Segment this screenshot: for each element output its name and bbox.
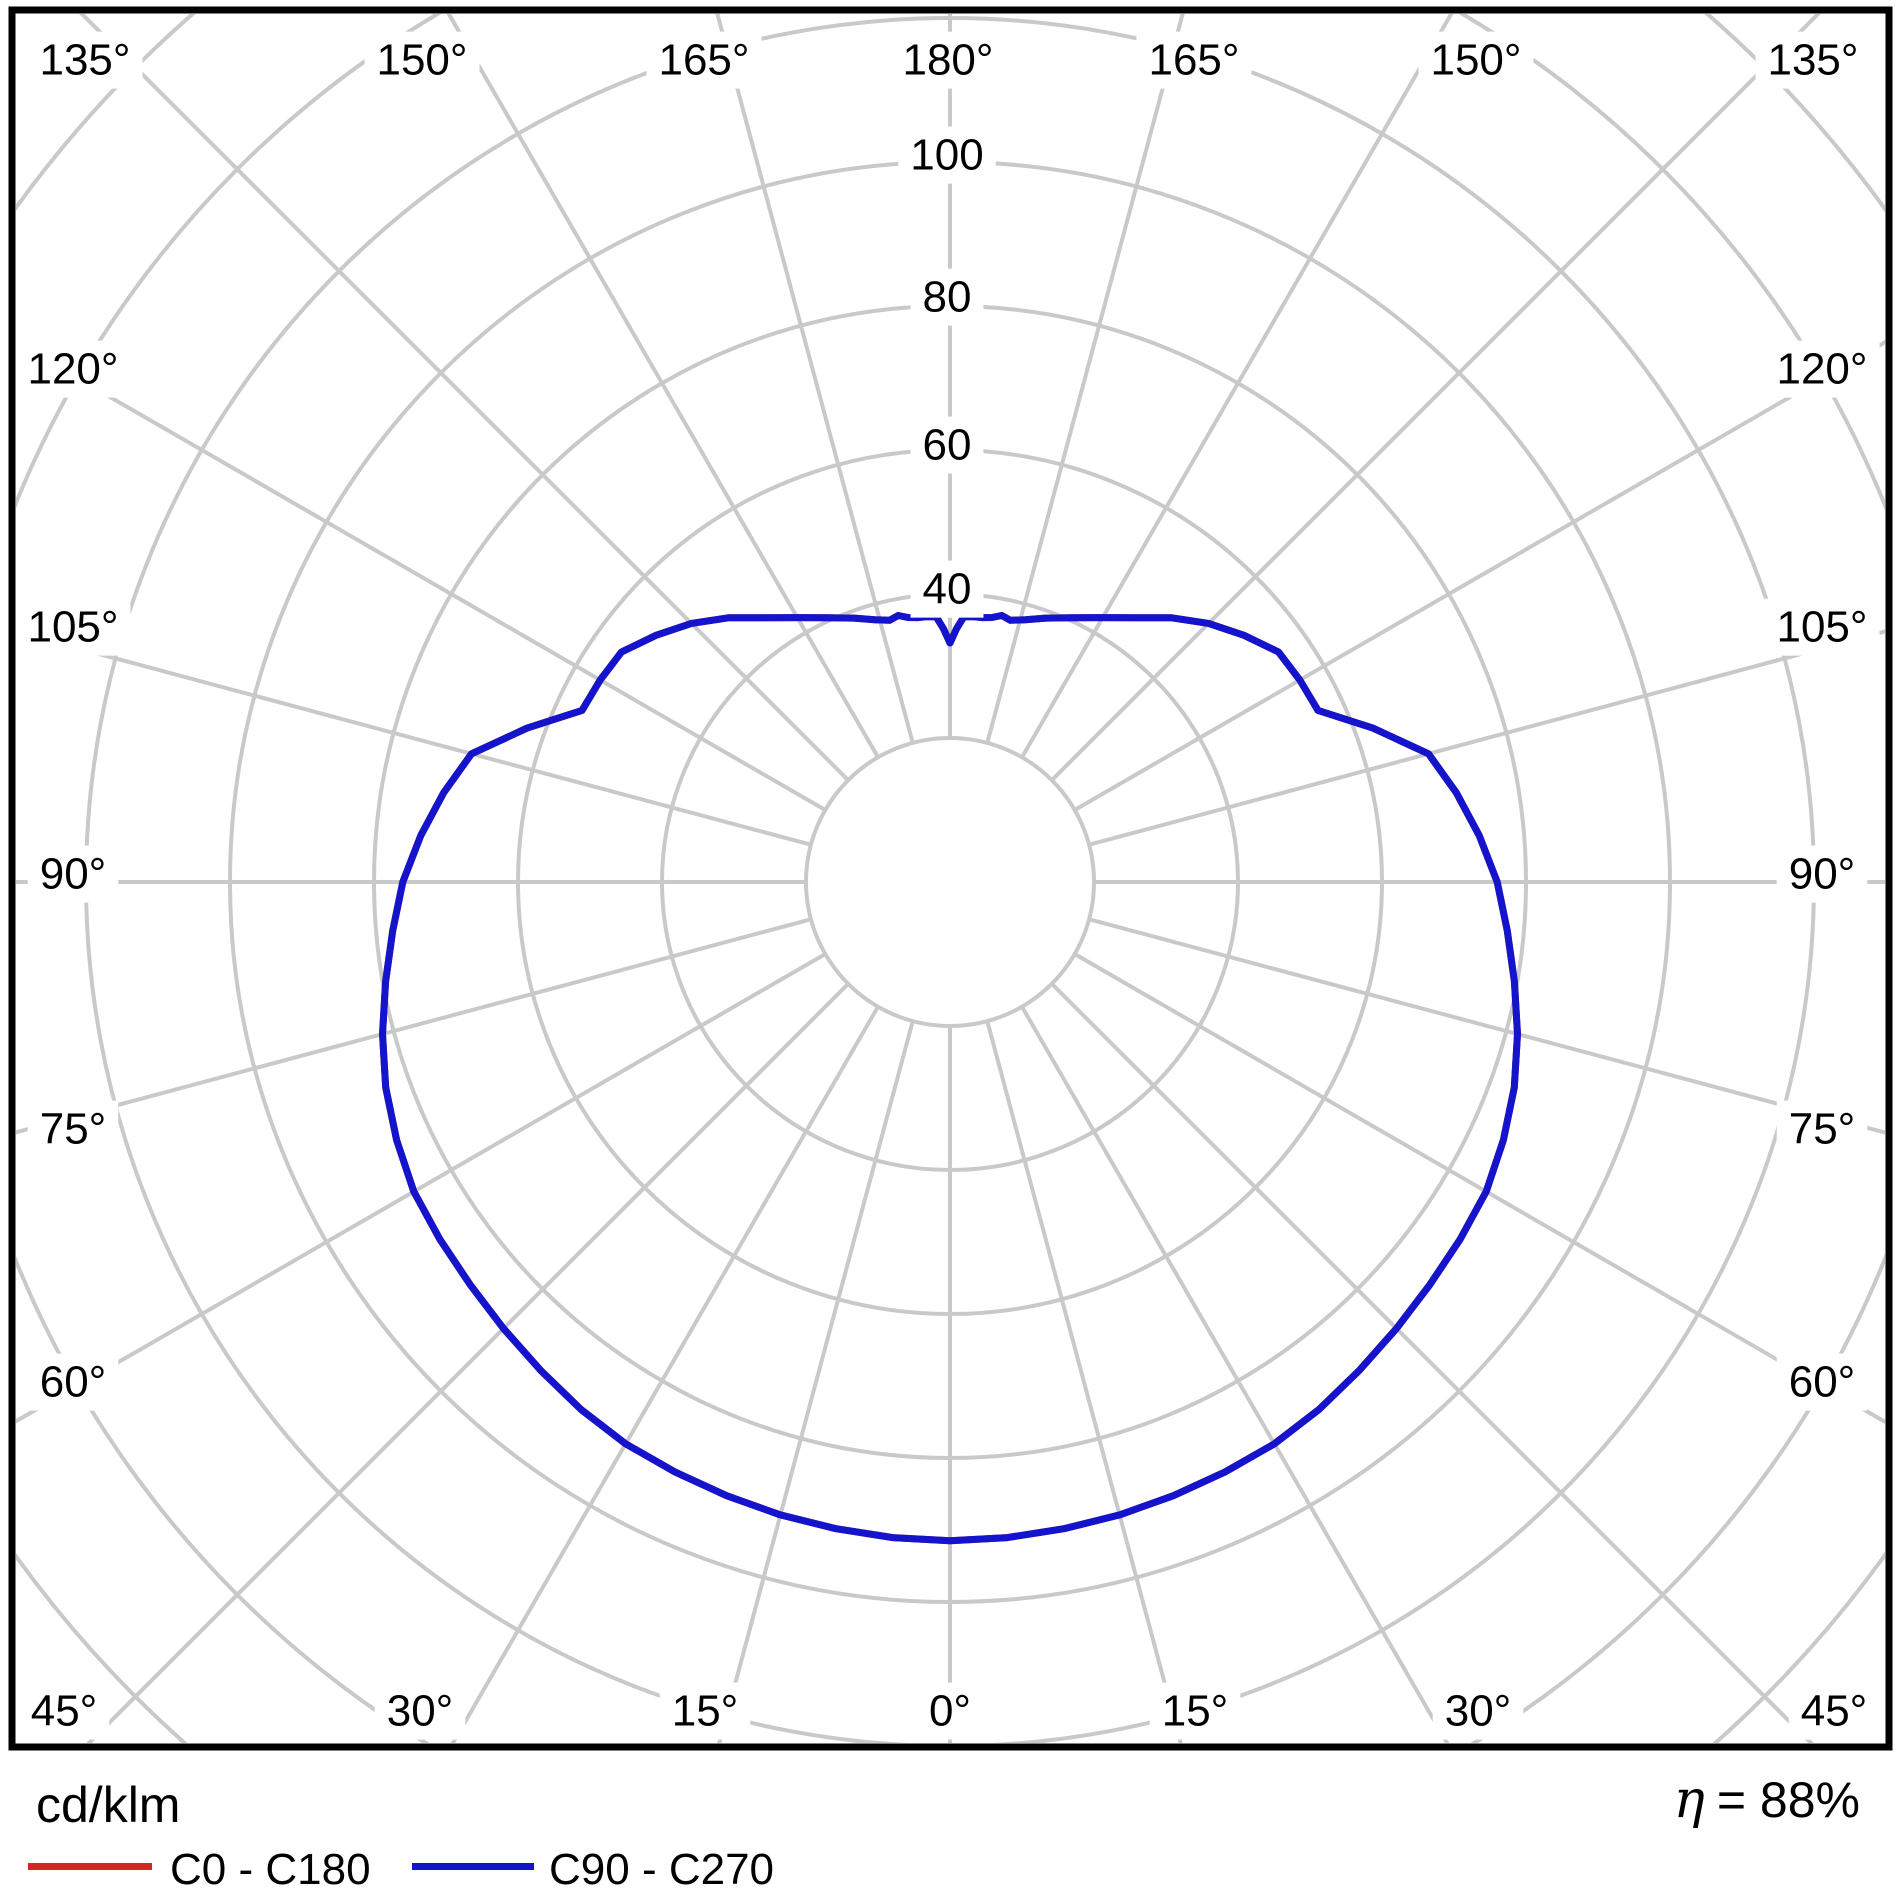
label-mask bbox=[1764, 598, 1880, 656]
legend-line-c90-c270 bbox=[412, 1863, 534, 1870]
angle-label: 105° bbox=[1776, 603, 1867, 652]
angle-label: 60° bbox=[40, 1358, 107, 1407]
label-mask bbox=[1418, 31, 1534, 89]
angle-label: 120° bbox=[27, 345, 118, 394]
label-mask bbox=[1149, 1682, 1241, 1740]
spoke-gridline bbox=[16, 340, 827, 812]
angle-label: 75° bbox=[40, 1105, 107, 1154]
radial-tick-label: 60 bbox=[923, 421, 972, 470]
angle-label: 15° bbox=[672, 1687, 739, 1736]
angle-label: 15° bbox=[1162, 1687, 1229, 1736]
angle-label: 165° bbox=[658, 36, 749, 85]
spoke-gridline bbox=[715, 14, 915, 744]
spoke-gridline bbox=[985, 1020, 1183, 1743]
angle-label: 105° bbox=[27, 603, 118, 652]
label-mask bbox=[1136, 31, 1252, 89]
angle-label: 120° bbox=[1776, 345, 1867, 394]
label-mask bbox=[898, 126, 996, 184]
label-mask bbox=[890, 31, 1006, 89]
ring-gridline bbox=[804, 736, 1096, 1028]
radial-tick-label: 100 bbox=[910, 131, 983, 180]
spoke-gridline bbox=[1020, 14, 1454, 759]
label-mask bbox=[1776, 1353, 1868, 1411]
label-mask bbox=[1764, 340, 1880, 398]
legend-label-c0-c180: C0 - C180 bbox=[170, 1845, 371, 1894]
label-mask bbox=[364, 31, 480, 89]
angle-label: 90° bbox=[1789, 850, 1856, 899]
label-mask bbox=[659, 1682, 751, 1740]
axis-labels: 40 60 80 100 135° 150° 165° 180° 165° 150° 135° 45°… bbox=[16, 31, 1880, 1740]
angle-label: 135° bbox=[39, 36, 130, 85]
radial-tick-label: 40 bbox=[923, 565, 972, 614]
spoke-gridline bbox=[717, 1020, 915, 1743]
spoke-gridline bbox=[1020, 1005, 1450, 1743]
label-mask bbox=[16, 340, 131, 398]
angle-label: 150° bbox=[1430, 36, 1521, 85]
efficiency-label: η = 88% bbox=[1674, 1770, 1860, 1830]
angle-label: 180° bbox=[902, 36, 993, 85]
label-mask bbox=[910, 268, 984, 326]
spoke-gridline bbox=[16, 952, 827, 1424]
label-mask bbox=[374, 1682, 466, 1740]
angle-label: 75° bbox=[1789, 1105, 1856, 1154]
spoke-gridline bbox=[450, 1005, 880, 1743]
label-mask bbox=[1776, 845, 1868, 903]
label-mask bbox=[18, 1682, 110, 1740]
angle-label: 30° bbox=[387, 1687, 454, 1736]
label-mask bbox=[1788, 1682, 1880, 1740]
spoke-gridline bbox=[79, 14, 850, 782]
efficiency-symbol: η bbox=[1673, 1770, 1705, 1830]
label-mask bbox=[646, 31, 762, 89]
angle-label: 0° bbox=[929, 1687, 971, 1736]
spoke-gridline bbox=[1073, 952, 1885, 1425]
label-mask bbox=[27, 845, 119, 903]
angle-label: 60° bbox=[1789, 1358, 1856, 1407]
angle-label: 150° bbox=[376, 36, 467, 85]
angle-label: 135° bbox=[1767, 36, 1858, 85]
spoke-gridline bbox=[16, 629, 812, 847]
spoke-gridline bbox=[1088, 629, 1885, 847]
spoke-gridline bbox=[86, 982, 850, 1743]
spoke-gridline bbox=[985, 14, 1185, 744]
spoke-gridline bbox=[16, 917, 812, 1135]
spoke-gridline bbox=[446, 14, 880, 759]
units-label: cd/klm bbox=[36, 1777, 181, 1833]
angle-label: 45° bbox=[31, 1687, 98, 1736]
label-mask bbox=[1776, 1100, 1868, 1158]
label-mask bbox=[1432, 1682, 1524, 1740]
radial-tick-label: 80 bbox=[923, 273, 972, 322]
angle-label: 45° bbox=[1801, 1687, 1868, 1736]
label-mask bbox=[910, 416, 984, 474]
angle-label: 165° bbox=[1148, 36, 1239, 85]
angle-label: 30° bbox=[1445, 1687, 1512, 1736]
curves bbox=[379, 612, 1521, 1545]
spoke-gridline bbox=[1073, 339, 1885, 812]
legend-line-c0-c180 bbox=[28, 1863, 152, 1870]
spoke-gridline bbox=[1088, 917, 1885, 1135]
plot-border bbox=[8, 6, 1893, 1751]
label-mask bbox=[27, 31, 143, 89]
spoke-gridline bbox=[1050, 982, 1814, 1743]
label-mask bbox=[27, 1100, 119, 1158]
label-mask bbox=[16, 598, 131, 656]
label-mask bbox=[910, 560, 984, 618]
angle-label: 90° bbox=[40, 850, 107, 899]
legend-label-c90-c270: C90 - C270 bbox=[549, 1845, 775, 1894]
label-mask bbox=[1755, 31, 1871, 89]
curve-c90-c270 bbox=[379, 612, 1521, 1545]
label-mask bbox=[916, 1682, 984, 1740]
efficiency-value: = 88% bbox=[1716, 1772, 1860, 1828]
label-mask bbox=[27, 1353, 119, 1411]
